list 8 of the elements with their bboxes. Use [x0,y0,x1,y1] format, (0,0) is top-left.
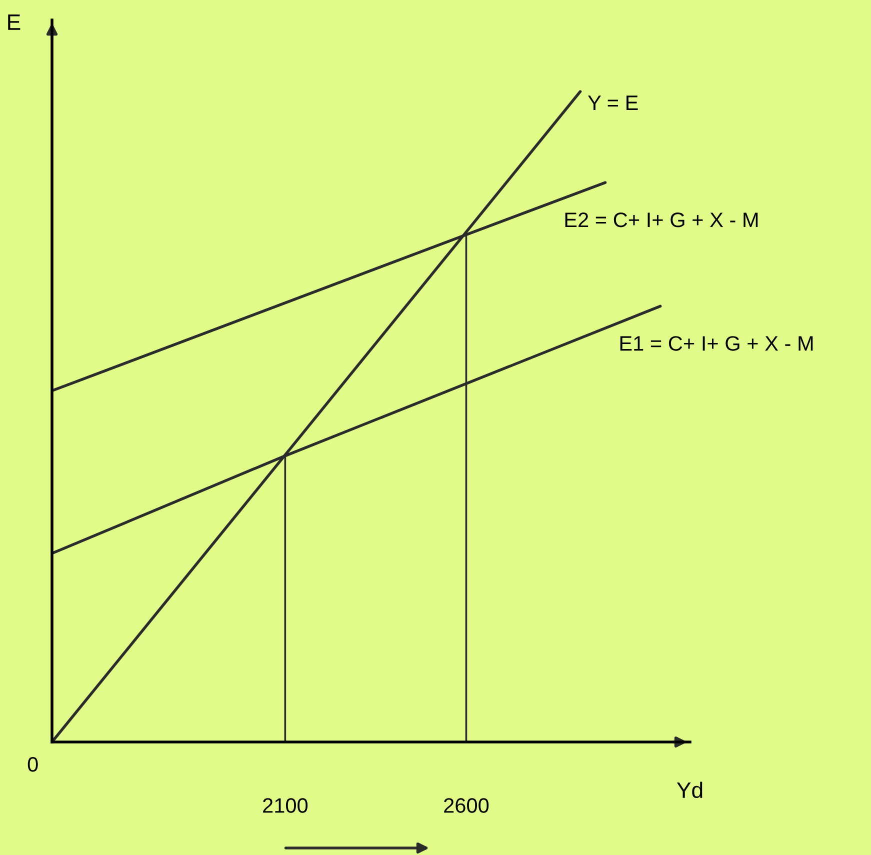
x-tick-label: 2100 [263,798,308,813]
series-label: E2 = C+ I+ G + X - M [565,212,758,228]
y-axis-title: E [8,14,20,30]
series-label: Y = E [588,96,638,110]
text: 0 [28,756,38,772]
x-tick-label: 2600 [444,798,489,813]
series-label: E1 = C+ I+ G + X - M [620,336,813,351]
x-axis-title: Yd [676,782,702,798]
